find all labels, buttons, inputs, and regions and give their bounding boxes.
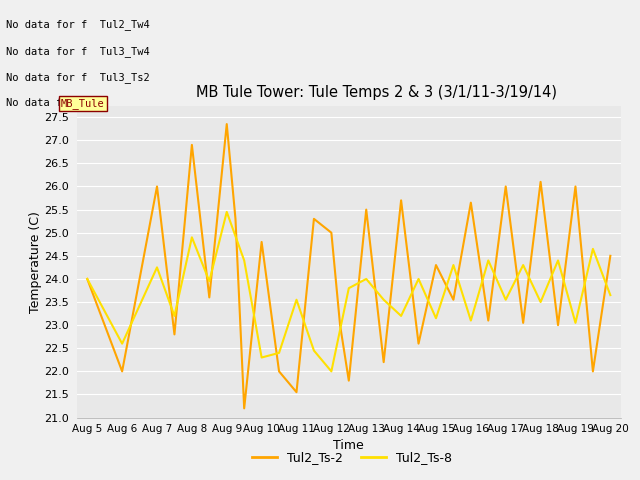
Text: No data for f  Tul3_Ts2: No data for f Tul3_Ts2 bbox=[6, 72, 150, 83]
X-axis label: Time: Time bbox=[333, 439, 364, 453]
Text: No data for f  Tul3_Tw4: No data for f Tul3_Tw4 bbox=[6, 46, 150, 57]
Y-axis label: Temperature (C): Temperature (C) bbox=[29, 211, 42, 312]
Legend: Tul2_Ts-2, Tul2_Ts-8: Tul2_Ts-2, Tul2_Ts-8 bbox=[246, 446, 458, 469]
Text: No data for f: No data for f bbox=[6, 98, 100, 108]
Text: MB_Tule: MB_Tule bbox=[61, 98, 104, 109]
Text: No data for f  Tul2_Tw4: No data for f Tul2_Tw4 bbox=[6, 19, 150, 30]
Title: MB Tule Tower: Tule Temps 2 & 3 (3/1/11-3/19/14): MB Tule Tower: Tule Temps 2 & 3 (3/1/11-… bbox=[195, 85, 557, 100]
